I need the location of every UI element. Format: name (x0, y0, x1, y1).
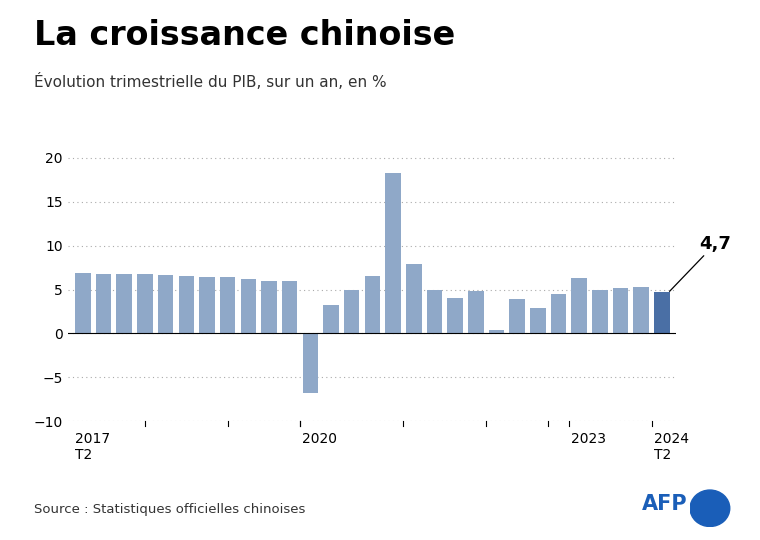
Bar (448, 298, 463, 333)
Bar (530, 308, 546, 333)
Bar (406, 264, 422, 333)
Bar (261, 281, 277, 333)
Bar (613, 288, 629, 333)
Bar (365, 276, 380, 333)
Bar (551, 294, 566, 333)
Bar (468, 292, 483, 333)
Text: 2024: 2024 (654, 432, 689, 445)
Text: AFP: AFP (642, 494, 688, 514)
Bar (654, 292, 670, 333)
Bar (592, 291, 608, 333)
Bar (634, 287, 649, 333)
Text: 4,7: 4,7 (670, 235, 731, 292)
Bar (572, 278, 587, 333)
Text: Source : Statistiques officielles chinoises: Source : Statistiques officielles chinoi… (34, 503, 306, 516)
Bar (509, 299, 525, 333)
Bar (220, 277, 236, 333)
Bar (302, 333, 318, 393)
Bar (344, 291, 359, 333)
Bar (158, 275, 173, 333)
Bar (137, 274, 153, 333)
Text: 2020: 2020 (302, 432, 337, 445)
Bar (96, 274, 111, 333)
Bar (426, 291, 442, 333)
Bar (489, 330, 504, 333)
Circle shape (690, 490, 730, 526)
Text: T2: T2 (654, 448, 671, 462)
Bar (323, 305, 339, 333)
Text: T2: T2 (74, 448, 92, 462)
Text: 2017: 2017 (74, 432, 109, 445)
Bar (241, 279, 256, 333)
Text: 2023: 2023 (571, 432, 606, 445)
Text: La croissance chinoise: La croissance chinoise (34, 19, 455, 52)
Text: Évolution trimestrielle du PIB, sur un an, en %: Évolution trimestrielle du PIB, sur un a… (34, 73, 387, 90)
Bar (282, 281, 297, 333)
Bar (179, 276, 194, 333)
Bar (75, 273, 90, 333)
Bar (385, 173, 401, 333)
Bar (116, 274, 132, 333)
Bar (199, 277, 215, 333)
